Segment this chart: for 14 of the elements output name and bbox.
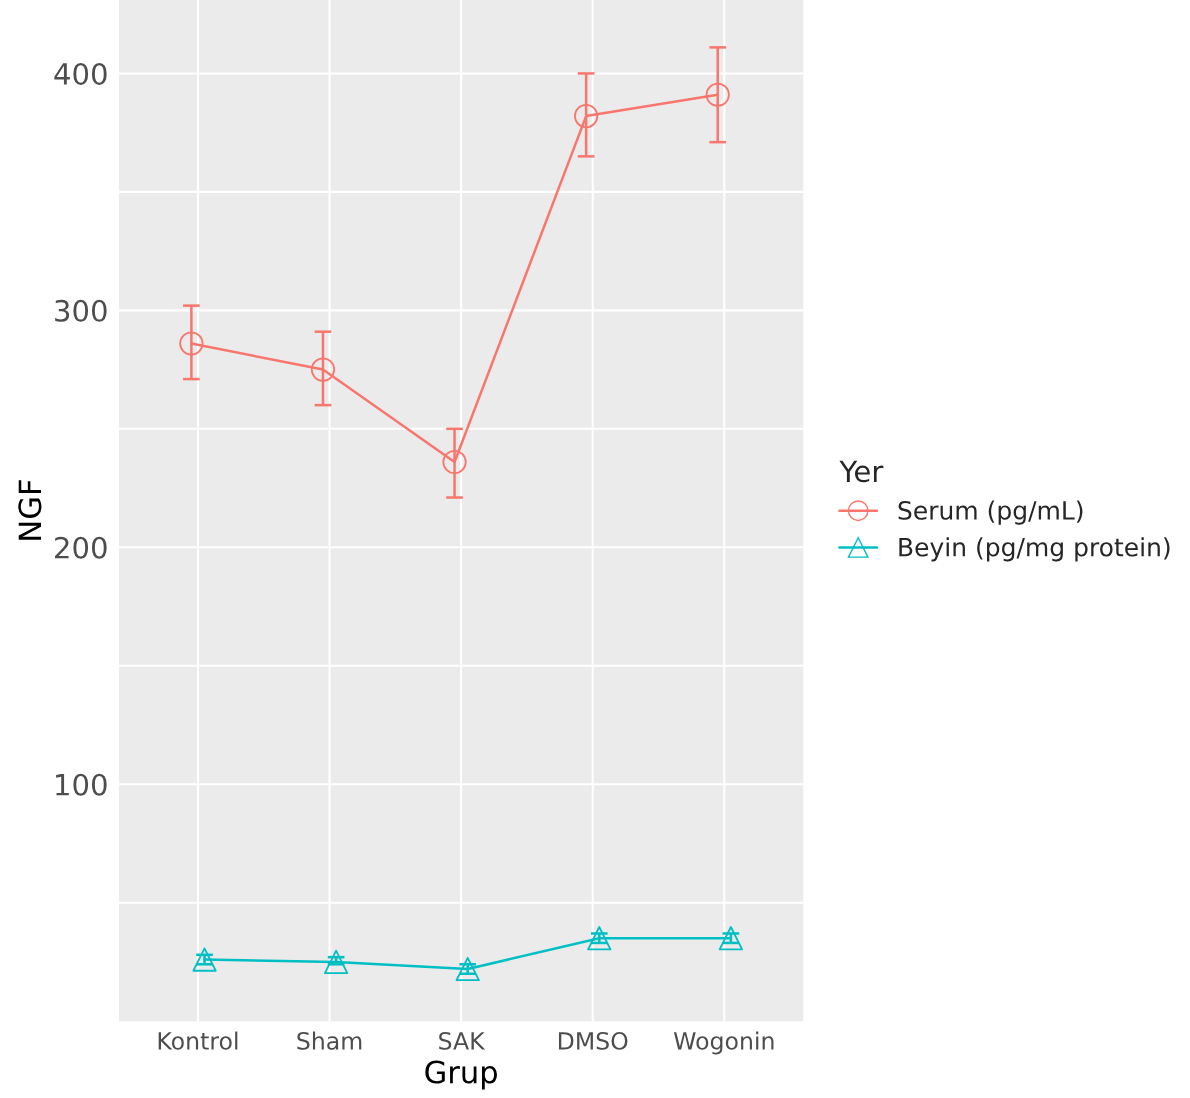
x-tick-label: SAK	[439, 1031, 486, 1050]
y-axis-title: NGF	[18, 480, 42, 540]
x-tick-label: DMSO	[558, 1031, 628, 1050]
legend-title: Yer	[839, 460, 884, 483]
legend-label: Beyin (pg/mg protein)	[899, 537, 1170, 562]
x-tick-label: Kontrol	[158, 1031, 238, 1050]
legend-label: Serum (pg/mL)	[898, 500, 1083, 525]
y-tick-label: 300	[55, 299, 107, 322]
x-tick-label: Sham	[297, 1031, 362, 1050]
y-tick-label: 100	[56, 773, 107, 796]
y-tick-label: 400	[54, 62, 107, 85]
x-tick-label: Wogonin	[673, 1031, 774, 1055]
x-axis-title: Grup	[425, 1060, 497, 1090]
y-tick-label: 200	[55, 536, 107, 559]
